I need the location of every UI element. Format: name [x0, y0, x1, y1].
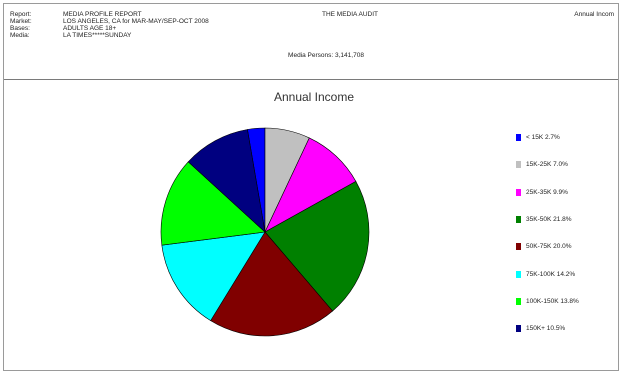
legend-label: 15K-25K 7.0% [526, 161, 568, 169]
legend-label: 100K-150K 13.8% [526, 297, 579, 305]
report-source-title: THE MEDIA AUDIT [322, 11, 378, 18]
legend-item-0: < 15K 2.7% [516, 134, 560, 141]
meta-report-label: Report: [10, 11, 32, 18]
legend-item-7: 150K+ 10.5% [516, 325, 566, 333]
report-right-title: Annual Incom [574, 11, 614, 18]
meta-bases-label: Bases: [10, 25, 30, 32]
legend-item-5: 75K-100K 14.2% [516, 270, 576, 278]
meta-bases-value: ADULTS AGE 18+ [63, 25, 117, 32]
meta-report: Report: MEDIA PROFILE REPORT [10, 11, 142, 18]
legend-swatch [516, 215, 521, 223]
legend-label: < 15K 2.7% [526, 134, 560, 141]
meta-bases: Bases: ADULTS AGE 18+ [10, 25, 116, 32]
legend-label: 35K-50K 21.8% [526, 215, 572, 223]
report-frame: Report: MEDIA PROFILE REPORT Market: LOS A… [3, 3, 619, 371]
legend-label: 25K-35K 9.9% [526, 188, 568, 196]
pie-slice-5 [161, 231, 266, 322]
chart-title: Annual Income [273, 90, 355, 104]
legend-swatch [516, 270, 521, 278]
legend-label: 50K-75K 20.0% [526, 243, 572, 251]
legend-swatch [516, 134, 521, 141]
meta-market-label: Market: [10, 18, 32, 25]
legend-swatch [516, 188, 521, 196]
meta-media-value: LA TIMES*****SUNDAY [63, 32, 132, 39]
meta-media: Media: LA TIMES*****SUNDAY [10, 32, 131, 39]
meta-market: Market: LOS ANGELES, CA for MAR-MAY/SEP-O… [10, 18, 209, 25]
meta-report-value: MEDIA PROFILE REPORT [63, 11, 142, 18]
report-header: Report: MEDIA PROFILE REPORT Market: LOS A… [4, 4, 618, 80]
legend-item-3: 35K-50K 21.8% [516, 215, 572, 223]
pie-slice-4 [210, 231, 334, 337]
pie-slice-6 [160, 161, 266, 246]
legend-item-1: 15K-25K 7.0% [516, 161, 568, 169]
legend-swatch [516, 243, 521, 251]
legend-item-6: 100K-150K 13.8% [516, 297, 579, 305]
legend-swatch [516, 161, 521, 169]
legend-swatch [516, 297, 521, 305]
legend-label: 75K-100K 14.2% [526, 270, 576, 278]
media-persons: Media Persons: 3,141,708 [288, 52, 364, 59]
legend-item-4: 50K-75K 20.0% [516, 243, 572, 251]
legend-label: 150K+ 10.5% [526, 325, 566, 333]
legend-item-2: 25K-35K 9.9% [516, 188, 568, 196]
meta-market-value: LOS ANGELES, CA for MAR-MAY/SEP-OCT 2008 [63, 18, 209, 25]
legend-swatch [516, 325, 521, 333]
meta-media-label: Media: [10, 32, 30, 39]
pie-slice-7 [187, 129, 266, 233]
pie-slice-3 [264, 181, 370, 312]
